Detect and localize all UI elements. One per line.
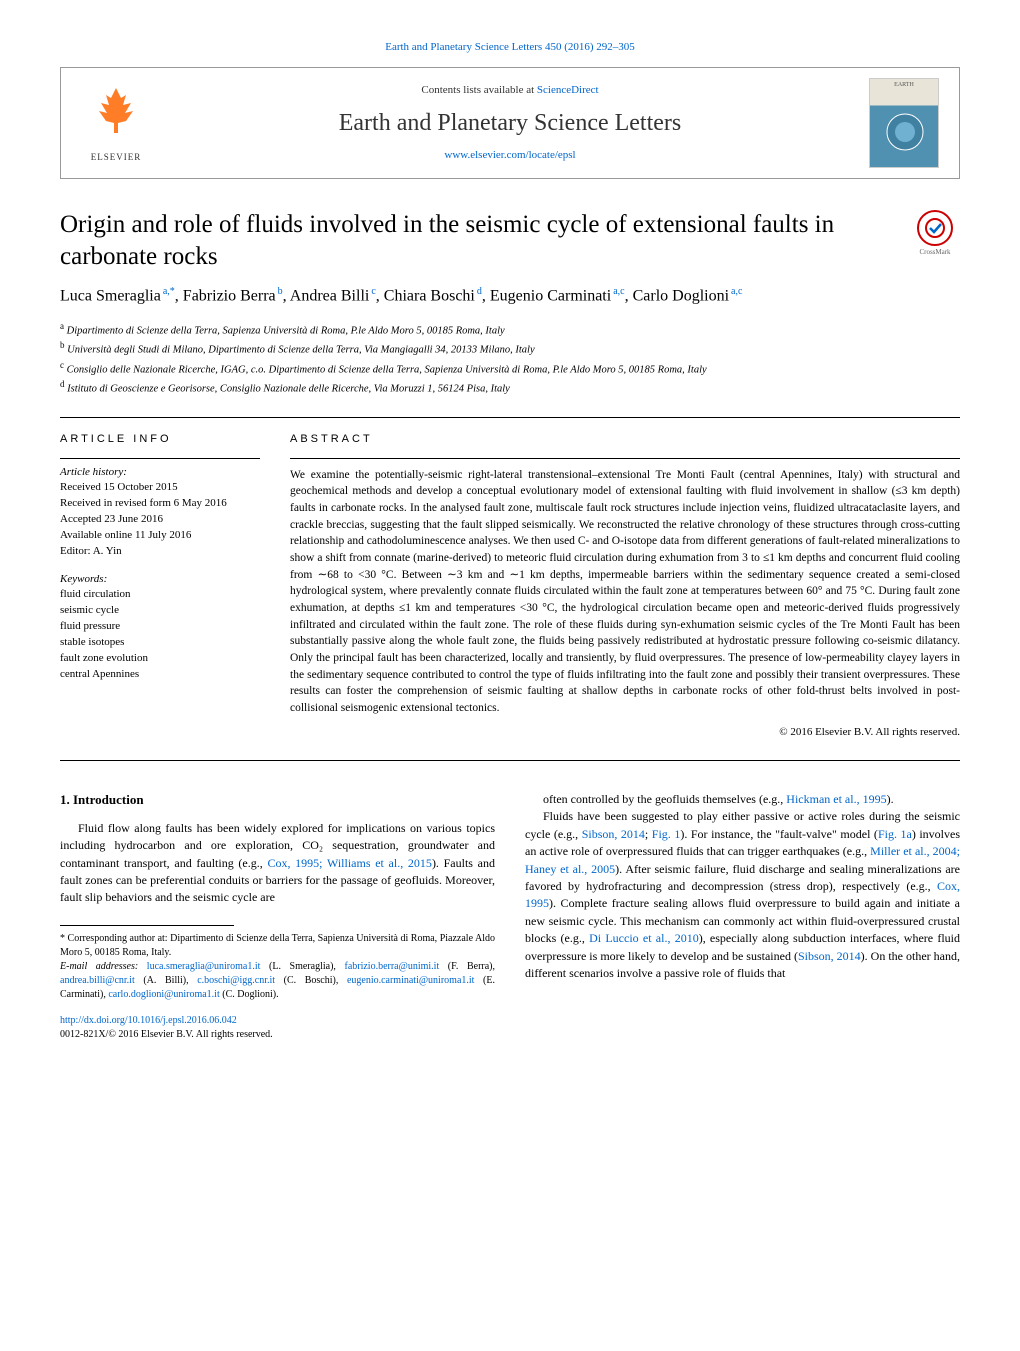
body-two-columns: 1. Introduction Fluid flow along faults … [60,791,960,1042]
journal-homepage-link[interactable]: www.elsevier.com/locate/epsl [444,149,575,161]
corresponding-author-note: * Corresponding author at: Dipartimento … [60,932,495,960]
section-divider-bottom [60,760,960,761]
affiliations-block: a Dipartimento di Scienze della Terra, S… [60,320,960,397]
abstract-heading: ABSTRACT [290,432,960,447]
abstract-text: We examine the potentially-seismic right… [290,467,960,717]
article-info-column: ARTICLE INFO Article history: Received 1… [60,432,260,740]
info-divider [60,458,260,459]
article-title: Origin and role of fluids involved in th… [60,209,910,272]
cover-title: EARTH [870,79,938,91]
authors-line: Luca Smeraglia a,*, Fabrizio Berra b, An… [60,284,960,308]
body-column-right: often controlled by the geofluids themse… [525,791,960,1042]
elsevier-tree-icon [91,83,141,151]
title-row: Origin and role of fluids involved in th… [60,209,960,272]
crossmark-label: CrossMark [919,248,950,258]
contents-prefix: Contents lists available at [421,84,536,96]
journal-homepage-line: www.elsevier.com/locate/epsl [151,148,869,163]
elsevier-logo: ELSEVIER [81,83,151,163]
doi-link[interactable]: http://dx.doi.org/10.1016/j.epsl.2016.06… [60,1015,237,1026]
crossmark-icon [917,210,953,246]
crossmark-badge[interactable]: CrossMark [910,209,960,259]
body-column-left: 1. Introduction Fluid flow along faults … [60,791,495,1042]
elsevier-text: ELSEVIER [91,151,142,164]
journal-header-box: ELSEVIER Contents lists available at Sci… [60,67,960,179]
intro-paragraph-2: Fluids have been suggested to play eithe… [525,808,960,982]
citation-link[interactable]: Earth and Planetary Science Letters 450 … [385,41,635,53]
section-1-heading: 1. Introduction [60,791,495,810]
abstract-column: ABSTRACT We examine the potentially-seis… [290,432,960,740]
journal-cover-thumbnail: EARTH [869,78,939,168]
keywords-block: Keywords: fluid circulationseismic cycle… [60,572,260,683]
journal-name: Earth and Planetary Science Letters [151,107,869,141]
contents-available-line: Contents lists available at ScienceDirec… [151,83,869,98]
info-abstract-row: ARTICLE INFO Article history: Received 1… [60,432,960,740]
footnote-divider [60,925,234,926]
history-label: Article history: [60,465,260,480]
abstract-copyright: © 2016 Elsevier B.V. All rights reserved… [290,725,960,740]
email-addresses: E-mail addresses: luca.smeraglia@uniroma… [60,960,495,1002]
intro-paragraph-1: Fluid flow along faults has been widely … [60,820,495,907]
keywords-label: Keywords: [60,572,260,587]
footnotes-block: * Corresponding author at: Dipartimento … [60,932,495,1002]
citation-header: Earth and Planetary Science Letters 450 … [60,40,960,55]
abstract-divider [290,458,960,459]
header-center: Contents lists available at ScienceDirec… [151,83,869,163]
intro-paragraph-1-cont: often controlled by the geofluids themse… [525,791,960,808]
history-list: Received 15 October 2015Received in revi… [60,480,260,560]
section-divider-top [60,417,960,418]
issn-copyright: 0012-821X/© 2016 Elsevier B.V. All right… [60,1029,273,1040]
keywords-list: fluid circulationseismic cyclefluid pres… [60,587,260,683]
doi-block: http://dx.doi.org/10.1016/j.epsl.2016.06… [60,1014,495,1042]
sciencedirect-link[interactable]: ScienceDirect [537,84,599,96]
article-info-heading: ARTICLE INFO [60,432,260,447]
